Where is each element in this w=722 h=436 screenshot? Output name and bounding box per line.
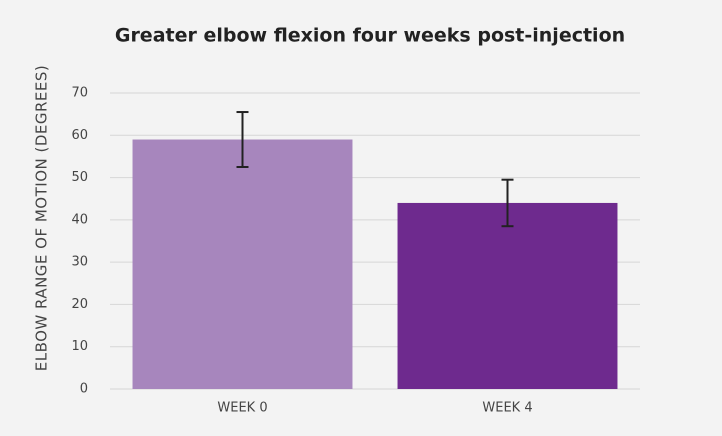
error-bar xyxy=(236,111,249,168)
y-tick-label: 20 xyxy=(71,297,88,312)
chart-title: Greater elbow flexion four weeks post-in… xyxy=(115,25,625,47)
y-tick-label: 60 xyxy=(71,128,88,143)
y-tick-label: 40 xyxy=(71,212,88,227)
error-bar xyxy=(501,178,514,228)
x-tick-label: WEEK 4 xyxy=(482,401,532,416)
bar xyxy=(397,202,618,389)
x-tick-label: WEEK 0 xyxy=(217,401,267,416)
y-tick-label: 10 xyxy=(71,339,88,354)
y-tick-label: 0 xyxy=(80,382,88,397)
y-tick-label: 70 xyxy=(71,86,88,101)
y-tick-label: 50 xyxy=(71,170,88,185)
y-axis-label: ELBOW RANGE OF MOTION (DEGREES) xyxy=(33,65,51,372)
y-tick-label: 30 xyxy=(71,255,88,270)
bar xyxy=(132,139,353,389)
